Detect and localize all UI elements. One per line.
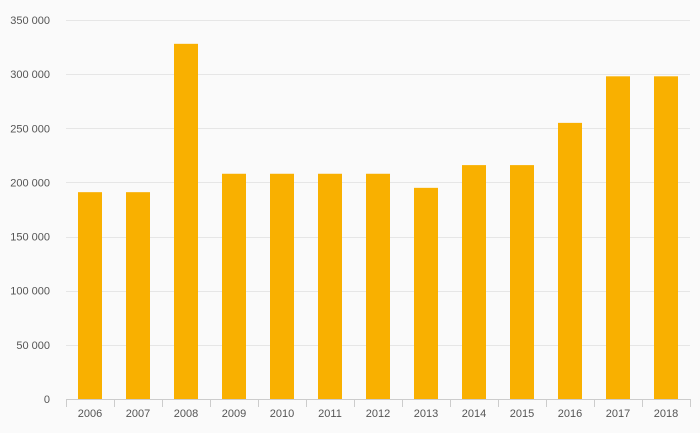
y-tick-label: 150 000 [10, 232, 50, 244]
bar-2007 [126, 192, 150, 399]
bar-2008 [174, 43, 198, 400]
x-axis-labels: 2006 2007 2008 2009 2010 2011 2012 2013 2014 2015… [78, 408, 678, 420]
x-tick-label: 2017 [606, 408, 630, 420]
bar-2017 [606, 76, 630, 400]
bar-2011 [318, 173, 342, 399]
x-tick-label: 2014 [462, 408, 486, 420]
x-tick-label: 2015 [510, 408, 534, 420]
bar-2018 [654, 76, 678, 400]
y-tick-label: 300 000 [10, 69, 50, 81]
x-tick-label: 2011 [318, 408, 342, 420]
y-tick-label: 0 [44, 394, 50, 406]
bar-2006 [78, 192, 102, 399]
x-tick-label: 2016 [558, 408, 582, 420]
x-tick-label: 2018 [654, 408, 678, 420]
x-tick-label: 2008 [174, 408, 198, 420]
x-tick-label: 2009 [222, 408, 246, 420]
bar-2009 [222, 173, 246, 399]
x-axis [66, 399, 691, 407]
x-tick-label: 2010 [270, 408, 294, 420]
x-tick-label: 2007 [126, 408, 150, 420]
y-tick-label: 350 000 [10, 15, 50, 27]
y-tick-label: 50 000 [16, 340, 50, 352]
y-tick-label: 250 000 [10, 123, 50, 135]
bar-2014 [462, 165, 486, 399]
x-tick-label: 2012 [366, 408, 390, 420]
bar-2012 [366, 173, 390, 399]
x-tick-label: 2006 [78, 408, 102, 420]
y-tick-label: 200 000 [10, 177, 50, 189]
y-axis: 0 50 000 100 000 150 000 200 000 250 000 300 0… [10, 15, 50, 406]
bar-2013 [414, 187, 438, 399]
bar-2016 [558, 122, 582, 399]
bar-2015 [510, 165, 534, 399]
bars-layer [78, 43, 678, 400]
y-tick-label: 100 000 [10, 286, 50, 298]
bar-2010 [270, 173, 294, 399]
x-tick-label: 2013 [414, 408, 438, 420]
